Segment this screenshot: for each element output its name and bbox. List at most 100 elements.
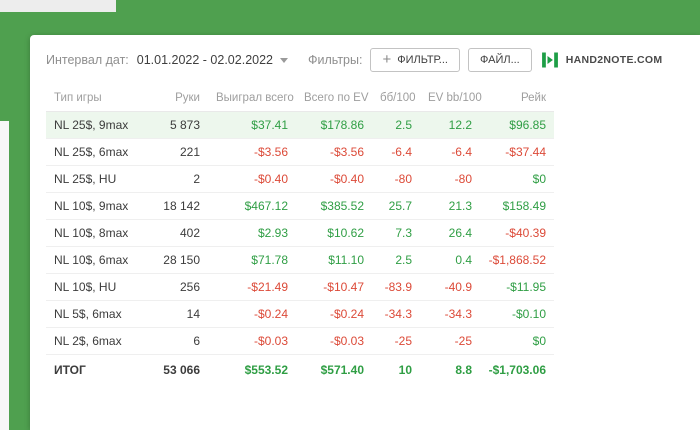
game-type-cell: NL 25$, HU (46, 165, 140, 193)
table-row[interactable]: ИТОГ 53 066 $553.52 $571.40 10 8.8 -$1,7… (46, 355, 554, 384)
ev-bb100-cell: 21.3 (420, 192, 480, 220)
won-total-cell: $553.52 (244, 363, 288, 377)
game-type-cell: NL 10$, HU (46, 273, 140, 301)
hands-cell: 18 142 (140, 192, 208, 220)
hands-cell: 402 (140, 219, 208, 247)
table-row[interactable]: NL 25$, HU 2 -$0.40 -$0.40 -80 -80 $0 (46, 165, 554, 193)
ev-bb100-cell: 8.8 (455, 363, 472, 377)
won-total-cell: $71.78 (208, 246, 296, 274)
ev-bb100-cell: -40.9 (420, 273, 480, 301)
hands-cell: 28 150 (140, 246, 208, 274)
ev-bb100-cell: -25 (420, 327, 480, 355)
col-header-bb100[interactable]: бб/100 (372, 84, 420, 112)
rake-cell: -$1,703.06 (488, 363, 546, 377)
filter-button[interactable]: + ФИЛЬТР... (370, 48, 460, 72)
bb100-cell: 25.7 (372, 192, 420, 220)
filter-button-label: ФИЛЬТР... (397, 54, 448, 66)
interval-label: Интервал дат: (46, 53, 129, 67)
stats-table-body: NL 25$, 9max 5 873 $37.41 $178.86 2.5 12… (46, 111, 554, 384)
ev-bb100-cell: -80 (420, 165, 480, 193)
stats-panel: Интервал дат: 01.01.2022 - 02.02.2022 Фи… (30, 35, 700, 430)
hands-cell: 2 (140, 165, 208, 193)
col-header-hands[interactable]: Руки (140, 84, 208, 112)
desktop-left-strip (0, 121, 9, 430)
ev-bb100-cell: 12.2 (420, 111, 480, 139)
hand2note-logo-icon (541, 52, 558, 68)
ev-total-cell: -$0.24 (296, 300, 372, 328)
hands-cell: 6 (140, 327, 208, 355)
bb100-cell: -6.4 (372, 138, 420, 166)
ev-bb100-cell: 26.4 (420, 219, 480, 247)
rake-cell: -$11.95 (480, 273, 554, 301)
table-row[interactable]: NL 2$, 6max 6 -$0.03 -$0.03 -25 -25 $0 (46, 327, 554, 355)
table-row[interactable]: NL 10$, 6max 28 150 $71.78 $11.10 2.5 0.… (46, 246, 554, 274)
ev-total-cell: -$0.03 (296, 327, 372, 355)
col-header-rake[interactable]: Рейк (480, 84, 554, 112)
col-header-game-type[interactable]: Тип игры (46, 84, 140, 112)
hands-cell: 14 (140, 300, 208, 328)
table-row[interactable]: NL 5$, 6max 14 -$0.24 -$0.24 -34.3 -34.3… (46, 300, 554, 328)
file-button-label: ФАЙЛ... (479, 54, 520, 66)
chevron-down-icon (280, 57, 288, 63)
game-type-cell: NL 10$, 9max (46, 192, 140, 220)
table-row[interactable]: NL 25$, 9max 5 873 $37.41 $178.86 2.5 12… (46, 111, 554, 139)
rake-cell: $96.85 (480, 111, 554, 139)
ev-total-cell: $385.52 (296, 192, 372, 220)
rake-cell: -$40.39 (480, 219, 554, 247)
plus-icon: + (382, 51, 392, 68)
won-total-cell: $37.41 (208, 111, 296, 139)
filters-label: Фильтры: (308, 53, 363, 67)
won-total-cell: $2.93 (208, 219, 296, 247)
hands-cell: 5 873 (140, 111, 208, 139)
col-header-ev-total[interactable]: Всего по EV (296, 84, 372, 112)
stats-table: Тип игры Руки Выиграл всего Всего по EV … (46, 84, 554, 383)
ev-total-cell: -$10.47 (296, 273, 372, 301)
won-total-cell: -$0.03 (208, 327, 296, 355)
ev-bb100-cell: -34.3 (420, 300, 480, 328)
col-header-ev-bb100[interactable]: EV bb/100 (420, 84, 482, 112)
date-range-value: 01.01.2022 - 02.02.2022 (136, 53, 273, 67)
game-type-cell: NL 5$, 6max (46, 300, 140, 328)
brand-text: HAND2NOTE.COM (565, 54, 663, 66)
won-total-cell: -$0.24 (208, 300, 296, 328)
game-type-cell: ИТОГ (54, 363, 86, 377)
bb100-cell: -80 (372, 165, 420, 193)
game-type-cell: NL 25$, 9max (46, 111, 140, 139)
rake-cell: -$1,868.52 (480, 246, 554, 274)
bb100-cell: 2.5 (372, 246, 420, 274)
ev-total-cell: $10.62 (296, 219, 372, 247)
bb100-cell: 7.3 (372, 219, 420, 247)
file-button[interactable]: ФАЙЛ... (467, 48, 532, 72)
table-row[interactable]: NL 10$, 9max 18 142 $467.12 $385.52 25.7… (46, 192, 554, 220)
bb100-cell: 10 (398, 363, 412, 377)
ev-total-cell: -$0.40 (296, 165, 372, 193)
bb100-cell: -25 (372, 327, 420, 355)
hands-cell: 53 066 (163, 363, 200, 377)
bb100-cell: 2.5 (372, 111, 420, 139)
ev-total-cell: $571.40 (320, 363, 364, 377)
rake-cell: $0 (480, 165, 554, 193)
table-row[interactable]: NL 10$, 8max 402 $2.93 $10.62 7.3 26.4 -… (46, 219, 554, 247)
ev-bb100-cell: 0.4 (420, 246, 480, 274)
ev-total-cell: $11.10 (296, 246, 372, 274)
table-row[interactable]: NL 25$, 6max 221 -$3.56 -$3.56 -6.4 -6.4… (46, 138, 554, 166)
hands-cell: 256 (140, 273, 208, 301)
won-total-cell: -$3.56 (208, 138, 296, 166)
game-type-cell: NL 10$, 8max (46, 219, 140, 247)
game-type-cell: NL 25$, 6max (46, 138, 140, 166)
won-total-cell: $467.12 (208, 192, 296, 220)
desktop-top-strip (0, 0, 116, 12)
table-row[interactable]: NL 10$, HU 256 -$21.49 -$10.47 -83.9 -40… (46, 273, 554, 301)
ev-bb100-cell: -6.4 (420, 138, 480, 166)
game-type-cell: NL 2$, 6max (46, 327, 140, 355)
ev-total-cell: -$3.56 (296, 138, 372, 166)
toolbar: Интервал дат: 01.01.2022 - 02.02.2022 Фи… (30, 35, 700, 82)
won-total-cell: -$21.49 (208, 273, 296, 301)
game-type-cell: NL 10$, 6max (46, 246, 140, 274)
brand-link[interactable]: HAND2NOTE.COM (540, 50, 663, 70)
bb100-cell: -83.9 (372, 273, 420, 301)
table-header-row: Тип игры Руки Выиграл всего Всего по EV … (46, 84, 554, 112)
date-range-select[interactable]: 01.01.2022 - 02.02.2022 (137, 53, 288, 67)
col-header-won-total[interactable]: Выиграл всего (208, 84, 296, 112)
won-total-cell: -$0.40 (208, 165, 296, 193)
